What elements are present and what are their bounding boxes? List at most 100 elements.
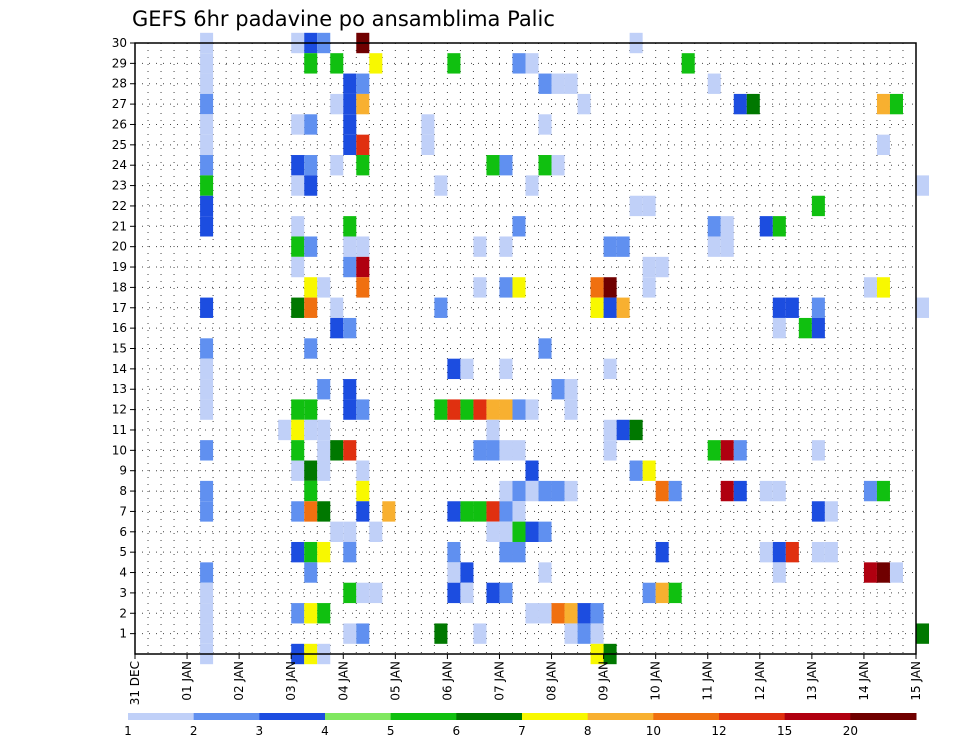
heatmap-cell xyxy=(564,73,578,94)
heatmap-cell xyxy=(343,399,357,420)
cells-layer xyxy=(200,32,930,665)
heatmap-cell xyxy=(291,256,305,278)
heatmap-cell xyxy=(486,419,500,441)
heatmap-cell xyxy=(317,440,331,461)
colorbar-label: 5 xyxy=(387,724,395,738)
heatmap-cell xyxy=(330,440,344,461)
y-tick-label: 28 xyxy=(112,77,127,91)
colorbar-label: 7 xyxy=(518,724,526,738)
heatmap-cell xyxy=(707,440,721,461)
heatmap-cell xyxy=(343,256,357,278)
heatmap-cell xyxy=(916,623,930,644)
heatmap-cell xyxy=(317,379,331,400)
heatmap-cell xyxy=(863,562,877,583)
heatmap-cell xyxy=(707,73,721,94)
heatmap-cell xyxy=(798,317,812,339)
heatmap-cell xyxy=(343,541,357,563)
heatmap-cell xyxy=(876,277,890,298)
heatmap-cell xyxy=(200,93,214,115)
heatmap-cell xyxy=(356,460,370,481)
colorbar-label: 10 xyxy=(646,724,661,738)
heatmap-cell xyxy=(512,521,526,542)
heatmap-cell xyxy=(642,460,656,481)
x-tick-label: 13 JAN xyxy=(805,661,819,701)
heatmap-cell xyxy=(889,562,903,583)
x-tick-label: 08 JAN xyxy=(545,661,559,701)
heatmap-cell xyxy=(733,93,747,115)
heatmap-cell xyxy=(577,93,591,115)
heatmap-cell xyxy=(434,399,448,420)
heatmap-cell xyxy=(473,501,487,522)
heatmap-cell xyxy=(200,440,214,461)
heatmap-cell xyxy=(356,399,370,420)
heatmap-cell xyxy=(330,521,344,542)
heatmap-cell xyxy=(863,480,877,502)
heatmap-cell xyxy=(551,603,565,624)
x-tick-label: 15 JAN xyxy=(909,661,923,701)
heatmap-cell xyxy=(343,623,357,644)
heatmap-cell xyxy=(304,541,318,563)
y-tick-label: 1 xyxy=(119,627,127,641)
x-tick-label: 05 JAN xyxy=(388,661,402,701)
heatmap-cell xyxy=(291,236,305,257)
colorbar-label: 4 xyxy=(321,724,329,738)
chart-title: GEFS 6hr padavine po ansamblima Palic xyxy=(132,7,555,31)
heatmap-cell xyxy=(278,419,292,441)
heatmap-cell xyxy=(447,358,461,380)
colorbar-swatch xyxy=(325,713,392,720)
heatmap-cell xyxy=(447,53,461,74)
heatmap-cell xyxy=(421,134,435,156)
heatmap-cell xyxy=(434,175,448,196)
heatmap-cell xyxy=(551,73,565,94)
heatmap-cell xyxy=(551,379,565,400)
heatmap-cell xyxy=(421,114,435,135)
y-tick-label: 26 xyxy=(112,117,127,131)
heatmap-cell xyxy=(343,317,357,339)
colorbar-swatch xyxy=(587,713,654,720)
heatmap-cell xyxy=(382,501,396,522)
heatmap-cell xyxy=(590,277,604,298)
heatmap-cell xyxy=(200,338,214,359)
heatmap-cell xyxy=(876,480,890,502)
colorbar-label: 2 xyxy=(190,724,198,738)
heatmap-cell xyxy=(512,399,526,420)
heatmap-cell xyxy=(200,114,214,135)
x-tick-label: 01 JAN xyxy=(180,661,194,701)
heatmap-cell xyxy=(291,460,305,481)
heatmap-cell xyxy=(291,603,305,624)
colorbar-swatch xyxy=(522,713,589,720)
heatmap-cell xyxy=(356,501,370,522)
heatmap-cell xyxy=(304,399,318,420)
heatmap-cell xyxy=(486,399,500,420)
heatmap-cell xyxy=(447,541,461,563)
heatmap-cell xyxy=(473,440,487,461)
heatmap-cell xyxy=(499,501,513,522)
heatmap-cell xyxy=(200,562,214,583)
heatmap-cell xyxy=(811,541,825,563)
heatmap-cell xyxy=(304,480,318,502)
heatmap-cell xyxy=(720,236,734,257)
heatmap-cell xyxy=(343,73,357,94)
heatmap-cell xyxy=(304,114,318,135)
y-tick-label: 4 xyxy=(119,566,127,580)
heatmap-cell xyxy=(330,155,344,176)
heatmap-cell xyxy=(603,419,617,441)
heatmap-cell xyxy=(733,480,747,502)
heatmap-cell xyxy=(655,541,669,563)
heatmap-cell xyxy=(681,53,695,74)
heatmap-cell xyxy=(291,216,305,237)
x-tick-label: 31 DEC xyxy=(128,661,142,705)
heatmap-cell xyxy=(343,93,357,115)
y-tick-label: 24 xyxy=(112,158,127,172)
heatmap-cell xyxy=(655,582,669,604)
y-tick-label: 25 xyxy=(112,138,127,152)
heatmap-cell xyxy=(343,379,357,400)
heatmap-cell xyxy=(629,195,643,217)
heatmap-cell xyxy=(473,399,487,420)
y-tick-label: 15 xyxy=(112,342,127,356)
heatmap-cell xyxy=(447,501,461,522)
heatmap-cell xyxy=(824,541,838,563)
heatmap-cell xyxy=(200,73,214,94)
heatmap-cell xyxy=(473,236,487,257)
heatmap-cell xyxy=(525,480,539,502)
